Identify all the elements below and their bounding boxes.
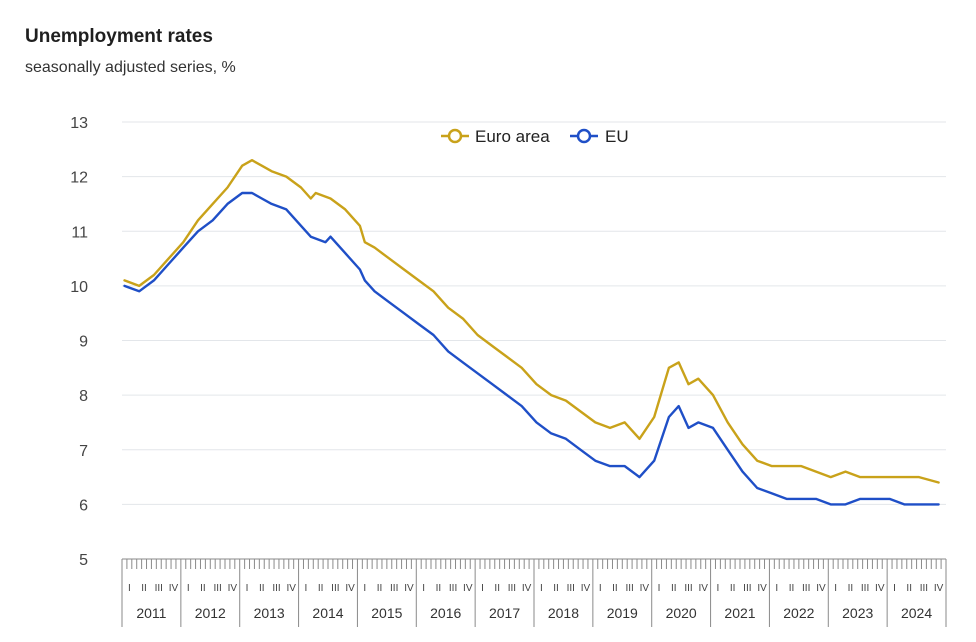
quarter-label: III	[861, 583, 869, 594]
legend[interactable]: Euro area EU	[441, 127, 629, 146]
y-tick-label: 10	[70, 279, 88, 296]
quarter-label: IV	[404, 583, 414, 594]
legend-label-eu: EU	[605, 127, 629, 146]
year-label: 2012	[195, 605, 226, 621]
quarter-label: III	[743, 583, 751, 594]
year-label: 2017	[489, 605, 520, 621]
quarter-label: IV	[816, 583, 826, 594]
quarter-label: IV	[698, 583, 708, 594]
legend-marker-euro-area	[447, 128, 463, 144]
year-label: 2011	[136, 605, 166, 621]
quarter-label: II	[318, 583, 324, 594]
quarter-label: II	[848, 583, 854, 594]
quarter-label: III	[802, 583, 810, 594]
year-label: 2024	[901, 605, 932, 621]
chart-title: Unemployment rates	[25, 26, 213, 47]
quarter-label: IV	[286, 583, 296, 594]
y-tick-label: 11	[71, 224, 88, 241]
quarter-label: III	[390, 583, 398, 594]
y-tick-label: 12	[70, 170, 88, 187]
quarter-label: IV	[640, 583, 650, 594]
quarter-label: I	[717, 583, 720, 594]
quarter-label: II	[553, 583, 559, 594]
quarter-label: IV	[875, 583, 885, 594]
quarter-label: IV	[581, 583, 591, 594]
quarter-label: II	[200, 583, 206, 594]
year-label: 2021	[724, 605, 755, 621]
y-tick-label: 8	[79, 388, 88, 405]
y-tick-label: 6	[79, 497, 88, 514]
y-tick-label: 9	[79, 334, 88, 351]
quarter-label: III	[567, 583, 575, 594]
quarter-label: II	[789, 583, 795, 594]
year-label: 2014	[312, 605, 343, 621]
quarter-label: II	[141, 583, 147, 594]
quarter-label: II	[612, 583, 618, 594]
series-lines	[123, 159, 940, 506]
series-line-euro-area[interactable]	[123, 159, 940, 484]
grid-lines	[122, 121, 946, 505]
quarter-label: III	[920, 583, 928, 594]
y-tick-label: 5	[79, 552, 88, 569]
quarter-label: II	[730, 583, 736, 594]
year-label: 2016	[430, 605, 461, 621]
quarter-label: III	[272, 583, 280, 594]
quarter-label: I	[363, 583, 366, 594]
quarter-label: II	[259, 583, 265, 594]
quarter-label: I	[540, 583, 543, 594]
quarter-label: I	[893, 583, 896, 594]
quarter-label: I	[422, 583, 425, 594]
quarter-label: I	[187, 583, 190, 594]
quarter-label: IV	[228, 583, 238, 594]
quarter-label: III	[449, 583, 457, 594]
y-tick-label: 13	[70, 115, 88, 132]
quarter-label: II	[377, 583, 383, 594]
quarter-label: III	[625, 583, 633, 594]
year-label: 2023	[842, 605, 873, 621]
year-label: 2022	[783, 605, 814, 621]
y-tick-label: 7	[79, 443, 88, 460]
quarter-label: I	[834, 583, 837, 594]
quarter-label: III	[331, 583, 339, 594]
quarter-label: III	[508, 583, 516, 594]
quarter-label: I	[599, 583, 602, 594]
quarter-label: I	[658, 583, 661, 594]
chart-subtitle: seasonally adjusted series, %	[25, 59, 236, 76]
y-axis: 5 6 7 8 9 10 11 12 13	[70, 115, 88, 569]
year-label: 2013	[254, 605, 285, 621]
quarter-label: III	[213, 583, 221, 594]
quarter-label: IV	[934, 583, 944, 594]
quarter-label: IV	[522, 583, 532, 594]
year-label: 2018	[548, 605, 579, 621]
quarter-label: I	[246, 583, 249, 594]
year-label: 2015	[371, 605, 402, 621]
quarter-label: IV	[169, 583, 179, 594]
quarter-label: IV	[463, 583, 473, 594]
quarter-label: IV	[345, 583, 355, 594]
quarter-label: IV	[757, 583, 767, 594]
series-line-eu[interactable]	[123, 191, 940, 506]
legend-item-euro-area[interactable]: Euro area	[441, 127, 550, 146]
quarter-label: II	[494, 583, 500, 594]
quarter-label: I	[775, 583, 778, 594]
year-label: 2020	[666, 605, 697, 621]
quarter-label: II	[436, 583, 442, 594]
quarter-label: I	[305, 583, 308, 594]
quarter-label: I	[128, 583, 131, 594]
year-label: 2019	[607, 605, 638, 621]
legend-item-eu[interactable]: EU	[570, 127, 629, 146]
quarter-label: III	[155, 583, 163, 594]
quarter-label: II	[906, 583, 912, 594]
quarter-label: III	[684, 583, 692, 594]
quarter-label: I	[481, 583, 484, 594]
quarter-label: II	[671, 583, 677, 594]
legend-marker-eu	[576, 128, 592, 144]
legend-label-euro-area: Euro area	[475, 127, 550, 146]
